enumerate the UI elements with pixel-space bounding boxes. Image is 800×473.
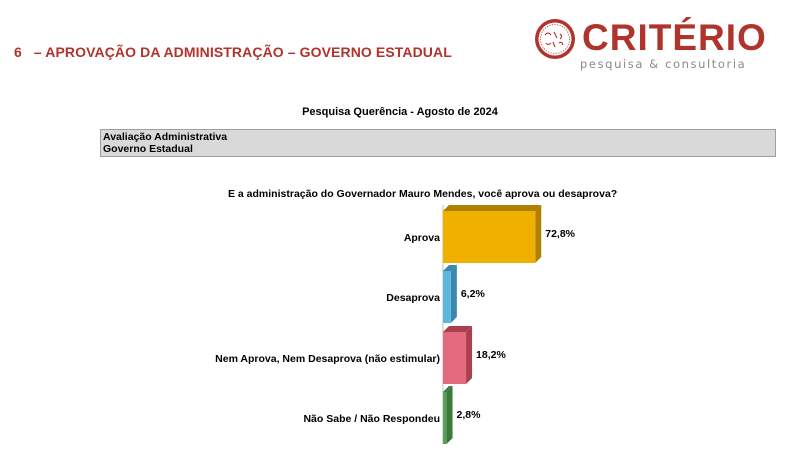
section-box: Avaliação Administrativa Governo Estadua… bbox=[100, 129, 776, 157]
category-label: Aprova bbox=[404, 232, 440, 244]
slide-title: 6 – APROVAÇÃO DA ADMINISTRAÇÃO – GOVERNO… bbox=[14, 44, 452, 60]
section-line-2: Governo Estadual bbox=[103, 143, 193, 155]
bar bbox=[443, 392, 447, 444]
bar-group: Não Sabe / Não Respondeu 2,8% bbox=[303, 386, 481, 444]
bar-group: Nem Aprova, Nem Desaprova (não estimular… bbox=[215, 326, 506, 384]
bar-top-face bbox=[443, 386, 453, 392]
logo-tagline: pesquisa & consultoria bbox=[580, 57, 747, 71]
slide-number: 6 bbox=[14, 44, 22, 60]
bar-group: Aprova 72,8% bbox=[404, 205, 576, 263]
category-label: Não Sabe / Não Respondeu bbox=[303, 413, 440, 425]
bar-side-face bbox=[535, 205, 542, 263]
bar-top-face bbox=[443, 265, 457, 271]
value-label: 2,8% bbox=[457, 409, 482, 421]
bar bbox=[443, 211, 536, 263]
value-label: 72,8% bbox=[545, 228, 575, 240]
bar-group: Desaprova 6,2% bbox=[386, 265, 485, 323]
bar-top-face bbox=[443, 326, 473, 332]
bar bbox=[443, 271, 451, 323]
survey-title: Pesquisa Querência - Agosto de 2024 bbox=[302, 106, 498, 118]
bar-side-face bbox=[446, 386, 453, 444]
bar-top-face bbox=[443, 205, 542, 211]
bar bbox=[443, 332, 467, 384]
bar-side-face bbox=[450, 265, 457, 323]
category-label: Nem Aprova, Nem Desaprova (não estimular… bbox=[215, 353, 440, 365]
logo-seal-icon bbox=[535, 19, 575, 59]
logo-wordmark: CRITÉRIO bbox=[582, 17, 767, 58]
chart-question: E a administração do Governador Mauro Me… bbox=[228, 188, 617, 200]
category-label: Desaprova bbox=[386, 292, 440, 304]
value-label: 6,2% bbox=[461, 288, 486, 300]
section-line-1: Avaliação Administrativa bbox=[103, 131, 228, 143]
value-label: 18,2% bbox=[476, 349, 506, 361]
critério-logo: CRITÉRIO pesquisa & consultoria bbox=[534, 16, 774, 74]
slide-title-text: – APROVAÇÃO DA ADMINISTRAÇÃO – GOVERNO E… bbox=[33, 44, 452, 60]
bar-side-face bbox=[466, 326, 473, 384]
